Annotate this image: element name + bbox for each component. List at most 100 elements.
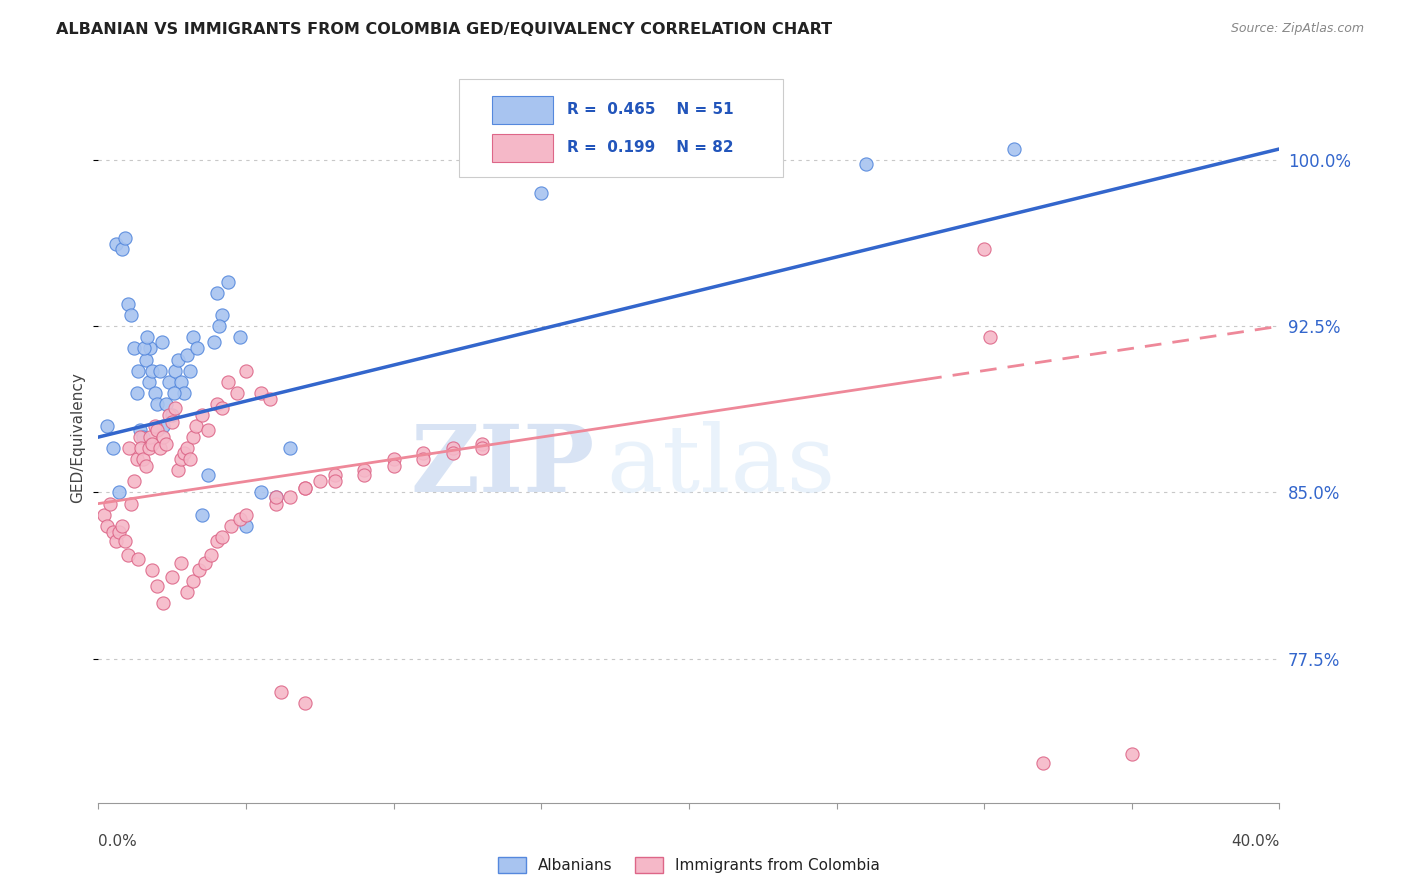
FancyBboxPatch shape: [458, 78, 783, 178]
Point: [184, 419, 207, 434]
Point: [167, 463, 190, 477]
Point: [205, 397, 228, 411]
Point: [132, 430, 155, 444]
Point: [855, 157, 877, 171]
Point: [211, 530, 233, 544]
Point: [309, 475, 332, 489]
Point: [141, 563, 163, 577]
Point: [111, 518, 134, 533]
Point: [181, 430, 204, 444]
Point: [973, 242, 995, 256]
Point: [122, 342, 145, 356]
Point: [278, 490, 302, 504]
Point: [96, 419, 118, 434]
Point: [138, 441, 160, 455]
Point: [179, 363, 201, 377]
Text: ALBANIAN VS IMMIGRANTS FROM COLOMBIA GED/EQUIVALENCY CORRELATION CHART: ALBANIAN VS IMMIGRANTS FROM COLOMBIA GED…: [56, 22, 832, 37]
Point: [163, 385, 186, 400]
Point: [181, 330, 204, 344]
Point: [103, 525, 125, 540]
Point: [152, 430, 174, 444]
Point: [211, 308, 233, 322]
Point: [181, 574, 204, 589]
Point: [412, 445, 434, 459]
Point: [165, 401, 187, 416]
Point: [108, 525, 131, 540]
Point: [226, 385, 249, 400]
Point: [264, 490, 287, 504]
Point: [441, 441, 464, 455]
Point: [264, 497, 287, 511]
Text: R =  0.465    N = 51: R = 0.465 N = 51: [567, 103, 734, 118]
Legend: Albanians, Immigrants from Colombia: Albanians, Immigrants from Colombia: [492, 851, 886, 880]
Point: [120, 497, 142, 511]
Point: [114, 534, 136, 549]
Point: [229, 512, 252, 526]
Point: [129, 441, 152, 455]
Point: [270, 685, 292, 699]
Point: [157, 408, 180, 422]
Point: [155, 436, 177, 450]
Point: [176, 348, 198, 362]
Point: [157, 375, 180, 389]
Point: [202, 334, 225, 349]
Point: [125, 452, 148, 467]
Point: [170, 452, 193, 467]
Point: [117, 297, 139, 311]
Point: [979, 330, 1001, 344]
Point: [382, 452, 405, 467]
Point: [412, 452, 434, 467]
Point: [146, 424, 169, 438]
Point: [186, 342, 208, 356]
Point: [264, 490, 287, 504]
Point: [167, 352, 190, 367]
Point: [162, 415, 183, 429]
Point: [197, 424, 219, 438]
Point: [250, 385, 273, 400]
Text: Source: ZipAtlas.com: Source: ZipAtlas.com: [1230, 22, 1364, 36]
Point: [278, 441, 302, 455]
Point: [152, 596, 174, 610]
Point: [170, 557, 193, 571]
Point: [162, 570, 183, 584]
Point: [217, 375, 239, 389]
Point: [93, 508, 115, 522]
Point: [1002, 142, 1025, 156]
Point: [111, 242, 134, 256]
Point: [114, 230, 136, 244]
Point: [125, 385, 148, 400]
Point: [205, 534, 228, 549]
Point: [134, 342, 156, 356]
Point: [146, 578, 169, 592]
Point: [235, 508, 257, 522]
Point: [294, 481, 316, 495]
Y-axis label: GED/Equivalency: GED/Equivalency: [70, 372, 86, 502]
Point: [173, 385, 195, 400]
Point: [353, 463, 375, 477]
Point: [139, 430, 162, 444]
Point: [208, 319, 231, 334]
Point: [136, 330, 159, 344]
Point: [127, 552, 149, 566]
Point: [353, 467, 375, 482]
Point: [187, 563, 209, 577]
Text: ZIP: ZIP: [411, 421, 595, 511]
Point: [127, 363, 149, 377]
Point: [194, 557, 217, 571]
Point: [120, 308, 142, 322]
Point: [197, 467, 219, 482]
Point: [323, 467, 346, 482]
Point: [176, 441, 198, 455]
Point: [150, 334, 173, 349]
FancyBboxPatch shape: [492, 96, 553, 124]
Point: [105, 534, 128, 549]
Point: [141, 436, 163, 450]
Point: [250, 485, 273, 500]
Point: [1032, 756, 1054, 770]
Point: [103, 441, 125, 455]
Point: [471, 441, 494, 455]
Point: [108, 485, 131, 500]
Point: [132, 452, 155, 467]
Point: [170, 375, 193, 389]
Point: [217, 275, 239, 289]
